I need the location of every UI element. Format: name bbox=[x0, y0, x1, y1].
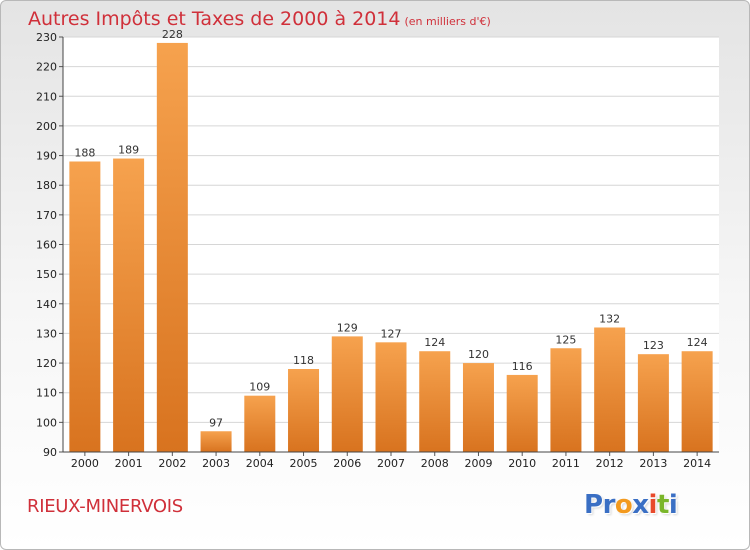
x-tick-label: 2010 bbox=[508, 457, 536, 470]
y-tick-label: 140 bbox=[36, 298, 57, 311]
x-tick-label: 2009 bbox=[464, 457, 492, 470]
proxiti-logo: Proxiti bbox=[584, 490, 678, 520]
logo-letter: i bbox=[648, 490, 658, 520]
bar bbox=[288, 369, 320, 452]
y-tick-label: 130 bbox=[36, 327, 57, 340]
logo-letter: r bbox=[602, 490, 616, 520]
chart-subtitle: (en milliers d'€) bbox=[404, 15, 491, 28]
logo-letter: P bbox=[584, 490, 603, 520]
bar bbox=[419, 351, 451, 452]
bar bbox=[506, 374, 538, 452]
x-tick-label: 2012 bbox=[596, 457, 624, 470]
y-tick-label: 160 bbox=[36, 239, 57, 252]
bar bbox=[200, 431, 232, 452]
bar bbox=[331, 336, 363, 452]
bar bbox=[69, 161, 101, 452]
y-tick-label: 110 bbox=[36, 387, 57, 400]
data-label: 124 bbox=[687, 336, 708, 349]
y-tick-label: 150 bbox=[36, 268, 57, 281]
data-label: 124 bbox=[424, 336, 445, 349]
bar bbox=[244, 395, 276, 452]
x-tick-label: 2014 bbox=[683, 457, 711, 470]
y-tick-label: 120 bbox=[36, 357, 57, 370]
bar bbox=[681, 351, 713, 452]
logo-letter: i bbox=[668, 490, 678, 520]
x-tick-label: 2007 bbox=[377, 457, 405, 470]
y-tick-label: 200 bbox=[36, 120, 57, 133]
data-label: 129 bbox=[337, 321, 358, 334]
x-tick-label: 2008 bbox=[421, 457, 449, 470]
data-label: 228 bbox=[162, 28, 183, 41]
bar bbox=[156, 42, 188, 453]
bar bbox=[594, 327, 626, 452]
logo-letter: o bbox=[614, 490, 633, 520]
y-tick-label: 210 bbox=[36, 90, 57, 103]
data-label: 125 bbox=[555, 333, 576, 346]
bar bbox=[462, 363, 494, 452]
x-tick-label: 2005 bbox=[290, 457, 318, 470]
bar bbox=[637, 354, 669, 452]
data-label: 120 bbox=[468, 348, 489, 361]
x-tick-label: 2011 bbox=[552, 457, 580, 470]
data-label: 188 bbox=[74, 147, 95, 160]
chart-title-text: Autres Impôts et Taxes de 2000 à 2014 bbox=[28, 8, 401, 30]
y-tick-label: 90 bbox=[43, 446, 57, 459]
y-tick-label: 190 bbox=[36, 150, 57, 163]
y-tick-label: 100 bbox=[36, 416, 57, 429]
data-label: 132 bbox=[599, 313, 620, 326]
data-label: 116 bbox=[512, 360, 533, 373]
x-tick-label: 2006 bbox=[333, 457, 361, 470]
data-label: 189 bbox=[118, 144, 139, 157]
x-tick-label: 2001 bbox=[115, 457, 143, 470]
data-label: 109 bbox=[249, 381, 270, 394]
x-tick-label: 2002 bbox=[158, 457, 186, 470]
data-label: 127 bbox=[381, 327, 402, 340]
data-label: 123 bbox=[643, 339, 664, 352]
x-tick-label: 2000 bbox=[71, 457, 99, 470]
bar bbox=[113, 158, 145, 453]
y-tick-label: 180 bbox=[36, 179, 57, 192]
y-tick-label: 170 bbox=[36, 209, 57, 222]
x-tick-label: 2013 bbox=[639, 457, 667, 470]
data-label: 118 bbox=[293, 354, 314, 367]
chart-title: Autres Impôts et Taxes de 2000 à 2014 (en… bbox=[28, 8, 491, 30]
bar bbox=[550, 348, 582, 452]
logo-letter: x bbox=[632, 490, 649, 520]
y-tick-label: 230 bbox=[36, 31, 57, 44]
commune-name: RIEUX-MINERVOIS bbox=[27, 496, 183, 517]
bar bbox=[375, 342, 407, 452]
x-tick-label: 2003 bbox=[202, 457, 230, 470]
y-tick-label: 220 bbox=[36, 61, 57, 74]
x-tick-label: 2004 bbox=[246, 457, 274, 470]
logo-letter: t bbox=[656, 490, 669, 520]
data-label: 97 bbox=[209, 416, 223, 429]
